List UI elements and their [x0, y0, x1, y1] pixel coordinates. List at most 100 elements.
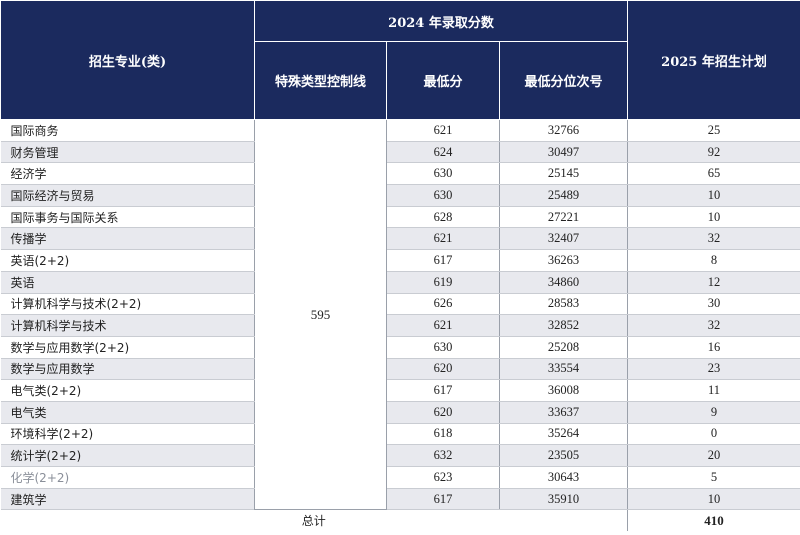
table-row: 统计学(2+2) 632 23505 20: [0, 444, 800, 467]
cell-major: 传播学: [0, 227, 255, 251]
cell-min-rank: 25208: [499, 336, 629, 359]
table-header: 招生专业(类) 2024 年录取分数 2025 年招生计划 特殊类型控制线 最低…: [0, 0, 800, 120]
cell-min-score: 630: [386, 336, 500, 359]
total-value: 410: [627, 509, 800, 532]
table-row: 国际商务 595 621 32766 25: [0, 119, 800, 511]
table-row: 化学(2+2) 623 30643 5: [0, 466, 800, 489]
header-plan-2025: 2025 年招生计划: [627, 0, 800, 120]
cell-plan: 16: [627, 336, 800, 359]
cell-major: 建筑学: [0, 488, 255, 511]
cell-major: 计算机科学与技术: [0, 314, 255, 337]
cell-major: 化学(2+2): [0, 466, 255, 489]
cell-min-score: 618: [386, 423, 500, 446]
total-label: 总计: [0, 509, 629, 532]
cell-min-score: 632: [386, 444, 500, 467]
table-body: 国际商务 595 621 32766 25 财务管理 624 30497 92 经济学 630 251…: [0, 119, 800, 532]
cell-plan: 11: [627, 379, 800, 402]
cell-min-rank: 28583: [499, 293, 629, 316]
cell-plan: 30: [627, 293, 800, 316]
cell-min-rank: 25489: [499, 184, 629, 207]
cell-major: 财务管理: [0, 141, 255, 164]
cell-major: 国际经济与贸易: [0, 184, 255, 207]
table-row: 电气类 620 33637 9: [0, 401, 800, 424]
table-row: 电气类(2+2) 617 36008 11: [0, 379, 800, 402]
table-row: 国际经济与贸易 630 25489 10: [0, 184, 800, 207]
cell-plan: 8: [627, 249, 800, 272]
table-row: 英语(2+2) 617 36263 8: [0, 249, 800, 272]
cell-major: 数学与应用数学(2+2): [0, 336, 255, 359]
cell-plan: 20: [627, 444, 800, 467]
cell-min-rank: 32766: [499, 119, 629, 142]
cell-plan: 9: [627, 401, 800, 424]
cell-major: 英语: [0, 271, 255, 294]
header-min-rank: 最低分位次号: [498, 41, 629, 120]
cell-min-score: 624: [386, 141, 500, 164]
cell-plan: 65: [627, 162, 800, 186]
cell-major: 计算机科学与技术(2+2): [0, 293, 255, 316]
table-row: 环境科学(2+2) 618 35264 0: [0, 423, 800, 446]
cell-min-score: 617: [386, 249, 500, 272]
cell-min-rank: 36263: [499, 249, 629, 272]
cell-min-rank: 36008: [499, 379, 629, 402]
cell-major: 国际商务: [0, 119, 255, 142]
cell-min-score: 630: [386, 162, 500, 186]
cell-min-score: 619: [386, 271, 500, 294]
table-row: 数学与应用数学 620 33554 23: [0, 358, 800, 381]
cell-min-score: 623: [386, 466, 500, 489]
cell-min-rank: 23505: [499, 444, 629, 467]
cell-min-score: 620: [386, 401, 500, 424]
cell-plan: 10: [627, 206, 800, 229]
table-row: 财务管理 624 30497 92: [0, 141, 800, 164]
table-row: 国际事务与国际关系 628 27221 10: [0, 206, 800, 229]
cell-control-line: 595: [254, 119, 387, 511]
cell-major: 电气类(2+2): [0, 379, 255, 402]
cell-min-score: 621: [386, 119, 500, 142]
table-row: 英语 619 34860 12: [0, 271, 800, 294]
cell-min-score: 628: [386, 206, 500, 229]
table-row: 传播学 621 32407 32: [0, 227, 800, 251]
cell-major: 国际事务与国际关系: [0, 206, 255, 229]
header-2024-group: 2024 年录取分数: [253, 0, 629, 42]
cell-min-score: 630: [386, 184, 500, 207]
cell-major: 经济学: [0, 162, 255, 186]
table-row: 计算机科学与技术 621 32852 32: [0, 314, 800, 337]
cell-major: 电气类: [0, 401, 255, 424]
cell-plan: 0: [627, 423, 800, 446]
header-control-line: 特殊类型控制线: [254, 41, 387, 120]
cell-plan: 92: [627, 141, 800, 164]
cell-min-rank: 25145: [499, 162, 629, 186]
cell-plan: 12: [627, 271, 800, 294]
cell-min-rank: 32852: [499, 314, 629, 337]
cell-min-score: 626: [386, 293, 500, 316]
cell-plan: 10: [627, 184, 800, 207]
header-major: 招生专业(类): [0, 0, 255, 120]
table-row: 计算机科学与技术(2+2) 626 28583 30: [0, 293, 800, 316]
cell-min-rank: 33637: [499, 401, 629, 424]
cell-min-rank: 35910: [499, 488, 629, 511]
cell-plan: 5: [627, 466, 800, 489]
header-min-score: 最低分: [386, 41, 500, 120]
cell-min-score: 621: [386, 227, 500, 251]
cell-min-rank: 35264: [499, 423, 629, 446]
cell-min-score: 620: [386, 358, 500, 381]
cell-plan: 32: [627, 314, 800, 337]
cell-plan: 32: [627, 227, 800, 251]
cell-plan: 25: [627, 119, 800, 142]
cell-min-rank: 33554: [499, 358, 629, 381]
cell-min-rank: 30643: [499, 466, 629, 489]
cell-major: 数学与应用数学: [0, 358, 255, 381]
cell-min-rank: 32407: [499, 227, 629, 251]
cell-min-rank: 30497: [499, 141, 629, 164]
cell-major: 英语(2+2): [0, 249, 255, 272]
cell-major: 环境科学(2+2): [0, 423, 255, 446]
cell-min-score: 617: [386, 379, 500, 402]
cell-min-rank: 34860: [499, 271, 629, 294]
cell-min-rank: 27221: [499, 206, 629, 229]
table-row: 建筑学 617 35910 10: [0, 488, 800, 511]
total-row: 总计 410: [0, 509, 800, 532]
cell-plan: 10: [627, 488, 800, 511]
cell-major: 统计学(2+2): [0, 444, 255, 467]
table-row: 经济学 630 25145 65: [0, 162, 800, 186]
